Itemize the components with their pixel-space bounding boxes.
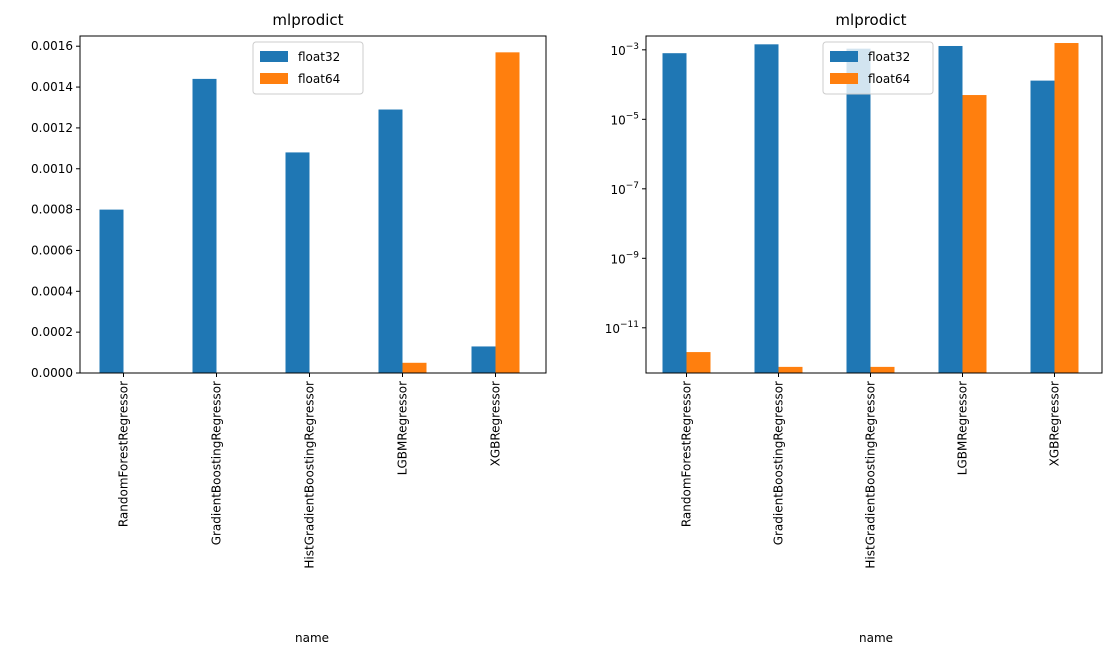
x-tick-label: RandomForestRegressor [680, 381, 694, 527]
legend-label-float32: float32 [868, 50, 910, 64]
bar-float32-LGBMRegressor [938, 45, 963, 374]
x-tick-label: XGBRegressor [489, 381, 503, 466]
bar-float32-LGBMRegressor [378, 109, 403, 373]
y-tick-label: 0.0014 [31, 80, 73, 94]
y-tick-label: 10−9 [610, 250, 639, 266]
legend: float32 float64 [252, 41, 364, 95]
y-tick-label: 0.0008 [31, 203, 73, 217]
x-tick-label: HistGradientBoostingRegressor [303, 381, 317, 569]
x-tick-label: LGBMRegressor [396, 381, 410, 475]
x-tick-label: LGBMRegressor [956, 381, 970, 475]
y-tick-label: 0.0006 [31, 243, 73, 257]
y-tick-label: 10−3 [610, 42, 639, 58]
x-tick-label: HistGradientBoostingRegressor [864, 381, 878, 569]
legend-swatch-float32 [830, 51, 858, 62]
bar-float64-XGBRegressor [1054, 43, 1079, 374]
chart-linear: mlprodict 0.0000 0.0002 0.0004 0.0006 0.0008… [31, 11, 547, 645]
x-tick-label: GradientBoostingRegressor [210, 381, 224, 545]
legend-label-float64: float64 [298, 72, 340, 86]
x-axis-label: name [859, 631, 893, 645]
y-tick-label: 10−11 [605, 320, 639, 336]
chart-title: mlprodict [835, 11, 906, 29]
x-tick-label: XGBRegressor [1048, 381, 1062, 466]
y-tick-label: 0.0016 [31, 39, 73, 53]
y-tick-label: 10−5 [610, 111, 639, 127]
bar-group [99, 52, 520, 374]
bar-float64-GradientBoostingRegressor [778, 366, 803, 373]
bar-float64-XGBRegressor [495, 52, 520, 374]
bar-float32-HistGradientBoostingRegressor [285, 152, 310, 373]
bar-group [662, 43, 1079, 374]
chart-log: mlprodict 10−3 10−5 10−7 10−9 10−11 RandomFo… [605, 11, 1103, 645]
y-tick-label: 0.0002 [31, 325, 73, 339]
bar-float32-HistGradientBoostingRegressor [846, 48, 871, 373]
y-tick-label: 0.0004 [31, 284, 73, 298]
bar-float32-XGBRegressor [1030, 80, 1055, 373]
legend-label-float64: float64 [868, 72, 910, 86]
bar-float32-XGBRegressor [471, 346, 496, 373]
bar-float64-RandomForestRegressor [686, 352, 711, 373]
bar-float32-GradientBoostingRegressor [754, 44, 779, 374]
bar-float32-GradientBoostingRegressor [192, 78, 217, 374]
plot-frame [79, 35, 547, 374]
y-tick-label: 0.0010 [31, 162, 73, 176]
x-axis-label: name [295, 631, 329, 645]
x-tick-label: RandomForestRegressor [117, 381, 131, 527]
y-tick-label: 10−7 [610, 181, 639, 197]
y-axis-ticks: 0.0000 0.0002 0.0004 0.0006 0.0008 0.0010 0.00… [31, 39, 80, 380]
legend: float32 float64 [822, 41, 934, 95]
x-axis-ticks: RandomForestRegressor GradientBoostingReg… [117, 373, 503, 569]
bar-float32-RandomForestRegressor [99, 209, 124, 373]
bar-float64-HistGradientBoostingRegressor [870, 366, 895, 373]
chart-title: mlprodict [272, 11, 343, 29]
legend-swatch-float32 [260, 51, 288, 62]
bar-float64-LGBMRegressor [402, 362, 427, 373]
x-tick-label: GradientBoostingRegressor [772, 381, 786, 545]
plot-frame [645, 35, 1103, 374]
bar-float64-LGBMRegressor [962, 95, 987, 373]
y-tick-label: 0.0000 [31, 366, 73, 380]
x-axis-ticks: RandomForestRegressor GradientBoostingReg… [680, 373, 1062, 569]
bar-float32-RandomForestRegressor [662, 53, 687, 374]
y-tick-label: 0.0012 [31, 121, 73, 135]
y-axis-ticks: 10−3 10−5 10−7 10−9 10−11 [605, 42, 646, 336]
legend-label-float32: float32 [298, 50, 340, 64]
legend-swatch-float64 [830, 73, 858, 84]
legend-swatch-float64 [260, 73, 288, 84]
